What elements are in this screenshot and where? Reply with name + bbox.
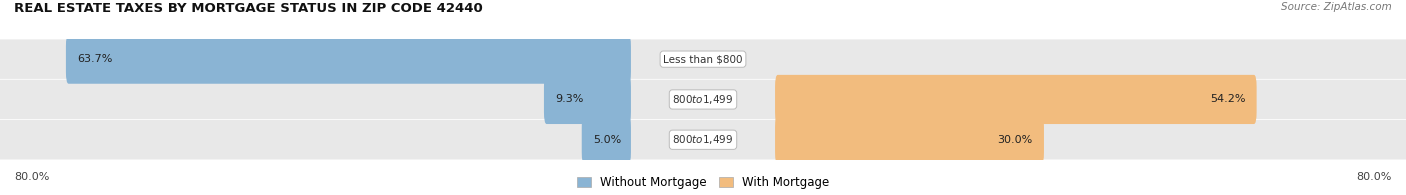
Text: Less than $800: Less than $800: [664, 54, 742, 64]
Text: $800 to $1,499: $800 to $1,499: [672, 133, 734, 146]
Text: 5.0%: 5.0%: [593, 135, 621, 145]
Text: REAL ESTATE TAXES BY MORTGAGE STATUS IN ZIP CODE 42440: REAL ESTATE TAXES BY MORTGAGE STATUS IN …: [14, 2, 482, 15]
FancyBboxPatch shape: [544, 75, 631, 124]
FancyBboxPatch shape: [0, 39, 1406, 79]
Text: 54.2%: 54.2%: [1209, 94, 1246, 105]
Text: 80.0%: 80.0%: [1357, 172, 1392, 182]
FancyBboxPatch shape: [0, 80, 1406, 119]
Text: $800 to $1,499: $800 to $1,499: [672, 93, 734, 106]
FancyBboxPatch shape: [775, 75, 1257, 124]
FancyBboxPatch shape: [0, 120, 1406, 160]
Text: 30.0%: 30.0%: [997, 135, 1032, 145]
FancyBboxPatch shape: [66, 35, 631, 84]
Text: 80.0%: 80.0%: [14, 172, 49, 182]
Text: 63.7%: 63.7%: [77, 54, 112, 64]
Text: Source: ZipAtlas.com: Source: ZipAtlas.com: [1281, 2, 1392, 12]
Legend: Without Mortgage, With Mortgage: Without Mortgage, With Mortgage: [576, 176, 830, 189]
FancyBboxPatch shape: [582, 115, 631, 164]
Text: 9.3%: 9.3%: [555, 94, 583, 105]
FancyBboxPatch shape: [775, 115, 1043, 164]
